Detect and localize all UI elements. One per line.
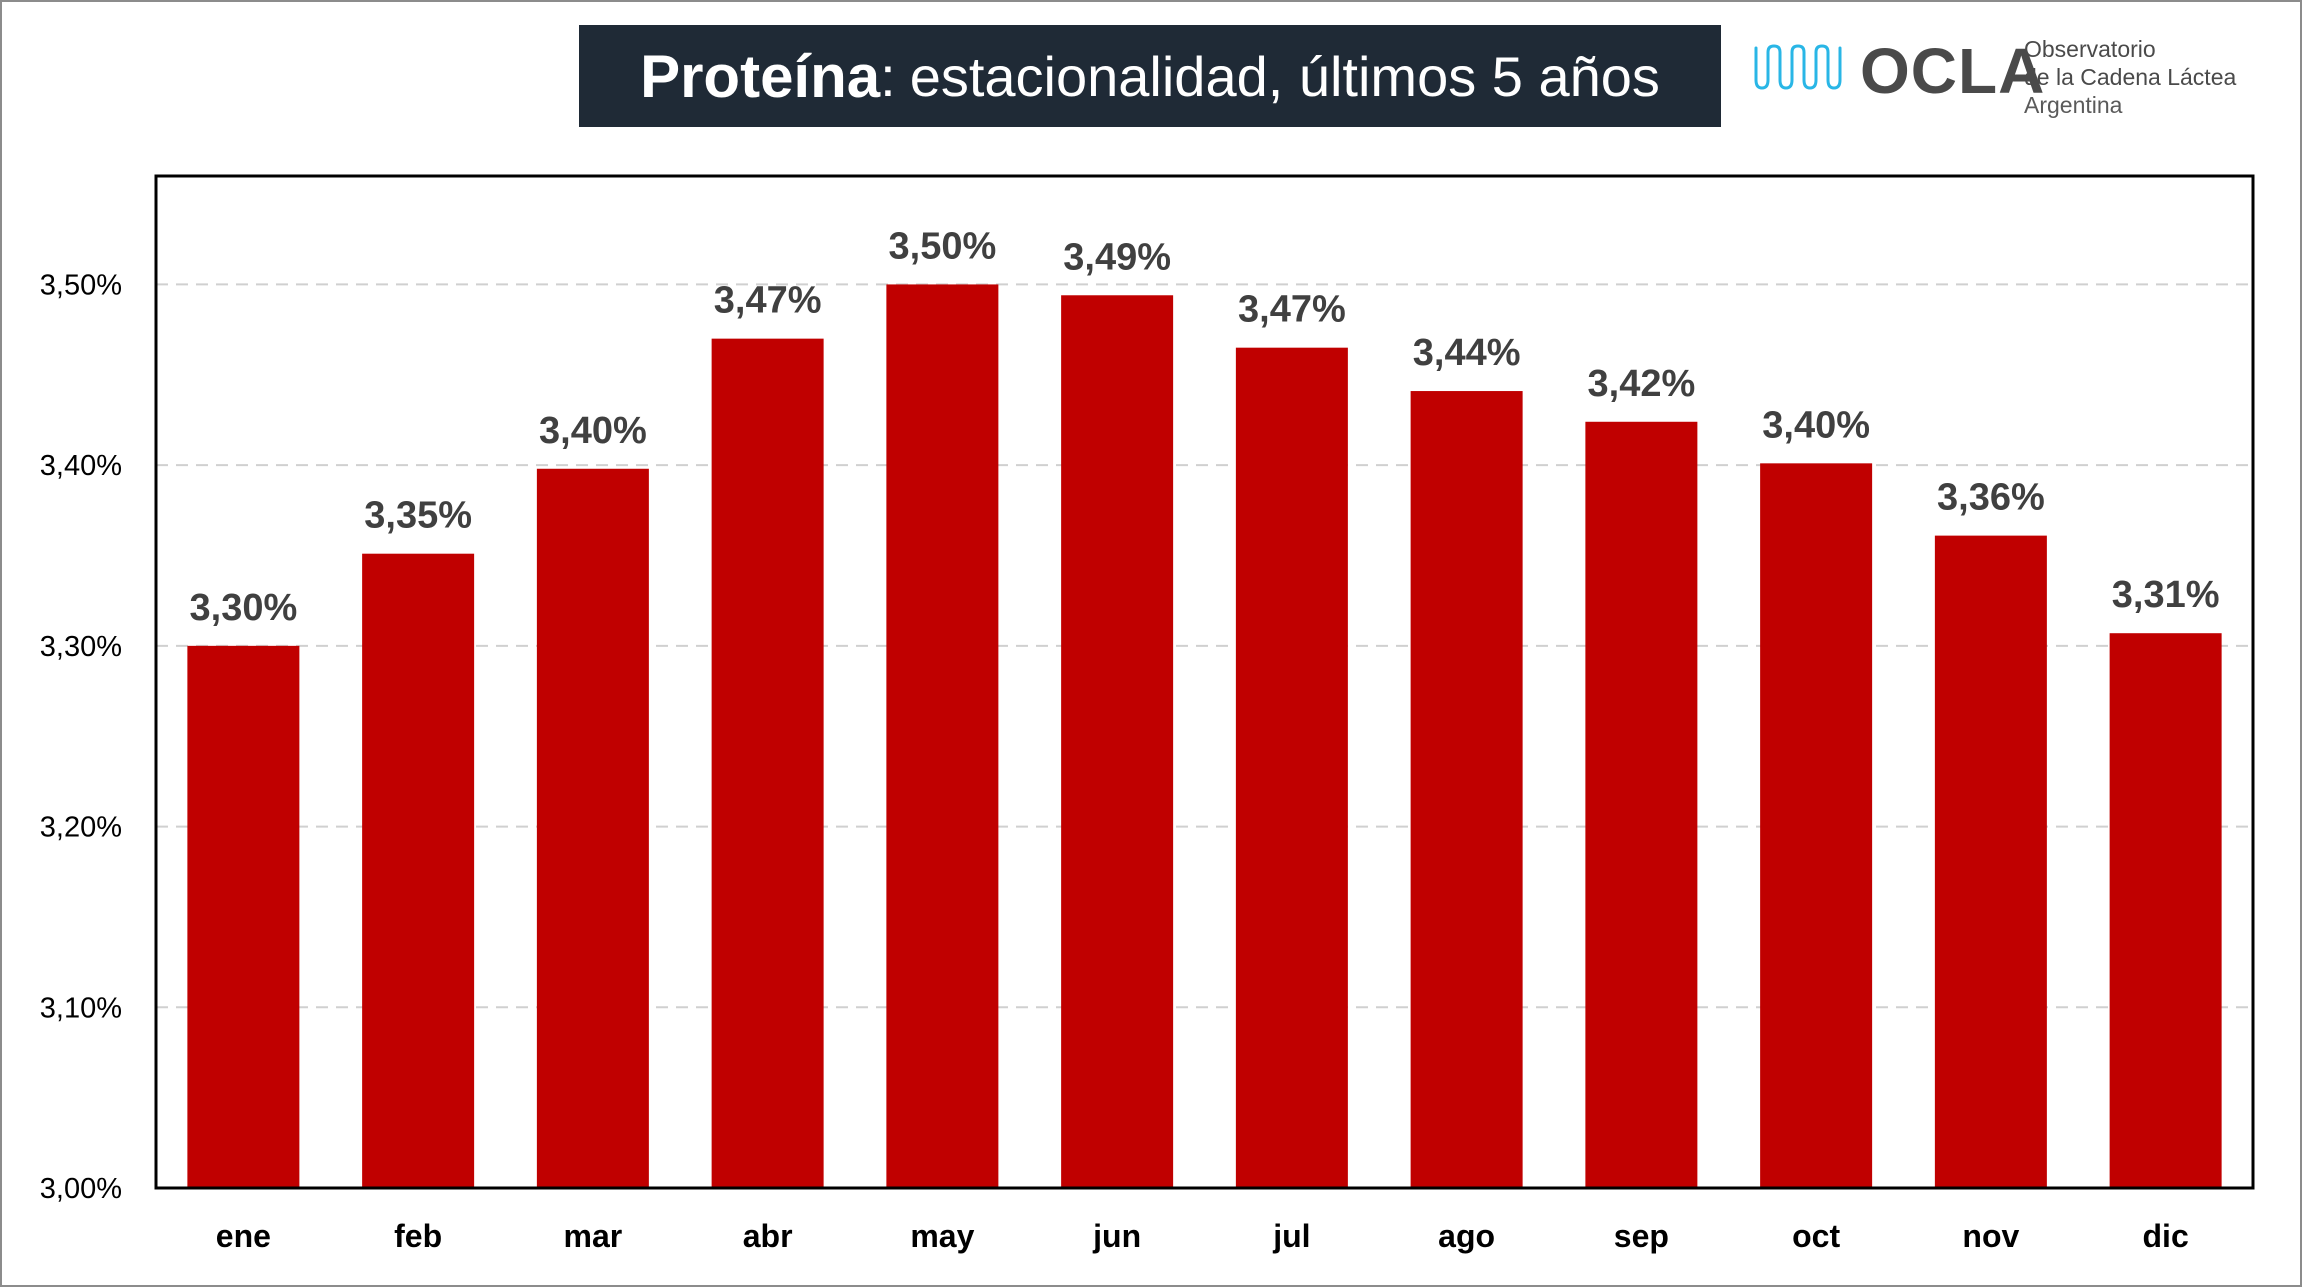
data-label-ene: 3,30% (190, 587, 298, 629)
data-label-sep: 3,42% (1588, 363, 1696, 405)
x-tick-label-feb: feb (394, 1218, 442, 1254)
y-tick-label: 3,50% (40, 269, 122, 301)
data-label-nov: 3,36% (1937, 477, 2045, 519)
logo-line-cadena-lactea: de la Cadena Láctea (2024, 64, 2237, 90)
y-tick-label: 3,00% (40, 1173, 122, 1205)
plot-area-border (154, 174, 2255, 1190)
chart-title-bold: Proteína (640, 42, 881, 110)
x-tick-label-mar: mar (564, 1218, 623, 1254)
data-label-jul: 3,47% (1238, 289, 1346, 331)
data-label-mar: 3,40% (539, 410, 647, 452)
x-tick-label-jul: jul (1272, 1218, 1310, 1254)
data-label-ago: 3,44% (1413, 332, 1521, 374)
bar-jun (1061, 295, 1174, 1188)
bar-abr (711, 338, 824, 1189)
data-label-oct: 3,40% (1762, 404, 1870, 446)
bar-mar (536, 468, 649, 1188)
logo-line-observatorio: Observatorio (2024, 36, 2156, 62)
chart-title-colon: : (880, 44, 896, 108)
y-tick-label: 3,30% (40, 631, 122, 663)
y-tick-label: 3,40% (40, 450, 122, 482)
x-axis-tick-labels: ene feb mar abr may jun jul ago sep oct nov dic (216, 1218, 2189, 1254)
gridlines (156, 283, 2253, 1009)
bar-feb (362, 553, 475, 1188)
bar-nov (1934, 535, 2047, 1188)
chart-title-banner: Proteína: estacionalidad, últimos 5 años (579, 25, 1721, 127)
x-tick-label-dic: dic (2143, 1218, 2189, 1254)
x-tick-label-ago: ago (1438, 1218, 1495, 1254)
bar-dic (2109, 633, 2222, 1188)
data-label-jun: 3,49% (1063, 236, 1171, 278)
x-tick-label-sep: sep (1614, 1218, 1669, 1254)
bar-ago (1410, 391, 1523, 1188)
data-label-dic: 3,31% (2112, 574, 2220, 616)
x-tick-label-abr: abr (743, 1218, 793, 1254)
chart-title-subtitle: estacionalidad, últimos 5 años (909, 44, 1660, 108)
data-labels: 3,30% 3,35% 3,40% 3,47% 3,50% 3,49% 3,47% 3,44%… (190, 225, 2220, 628)
bar-oct (1760, 463, 1873, 1189)
milk-wave-icon (1754, 44, 1842, 90)
bar-ene (187, 645, 300, 1188)
x-tick-label-nov: nov (1962, 1218, 2019, 1254)
logo-acronym: OCLA (1860, 35, 2046, 107)
bars (187, 284, 2222, 1189)
ocla-logo: OCLA Observatorio de la Cadena Láctea Ar… (1752, 30, 2272, 130)
data-label-abr: 3,47% (714, 280, 822, 322)
x-tick-label-jun: jun (1092, 1218, 1141, 1254)
bar-sep (1585, 421, 1698, 1188)
data-label-may: 3,50% (889, 225, 997, 267)
y-axis-tick-labels: 3,00% 3,10% 3,20% 3,30% 3,40% 3,50% (40, 269, 122, 1205)
y-tick-label: 3,10% (40, 992, 122, 1024)
logo-line-argentina: Argentina (2024, 92, 2123, 118)
bar-jul (1235, 347, 1348, 1188)
bar-may (886, 284, 999, 1188)
x-tick-label-oct: oct (1792, 1218, 1840, 1254)
y-tick-label: 3,20% (40, 812, 122, 844)
x-tick-label-ene: ene (216, 1218, 271, 1254)
x-tick-label-may: may (910, 1218, 974, 1254)
data-label-feb: 3,35% (364, 495, 472, 537)
